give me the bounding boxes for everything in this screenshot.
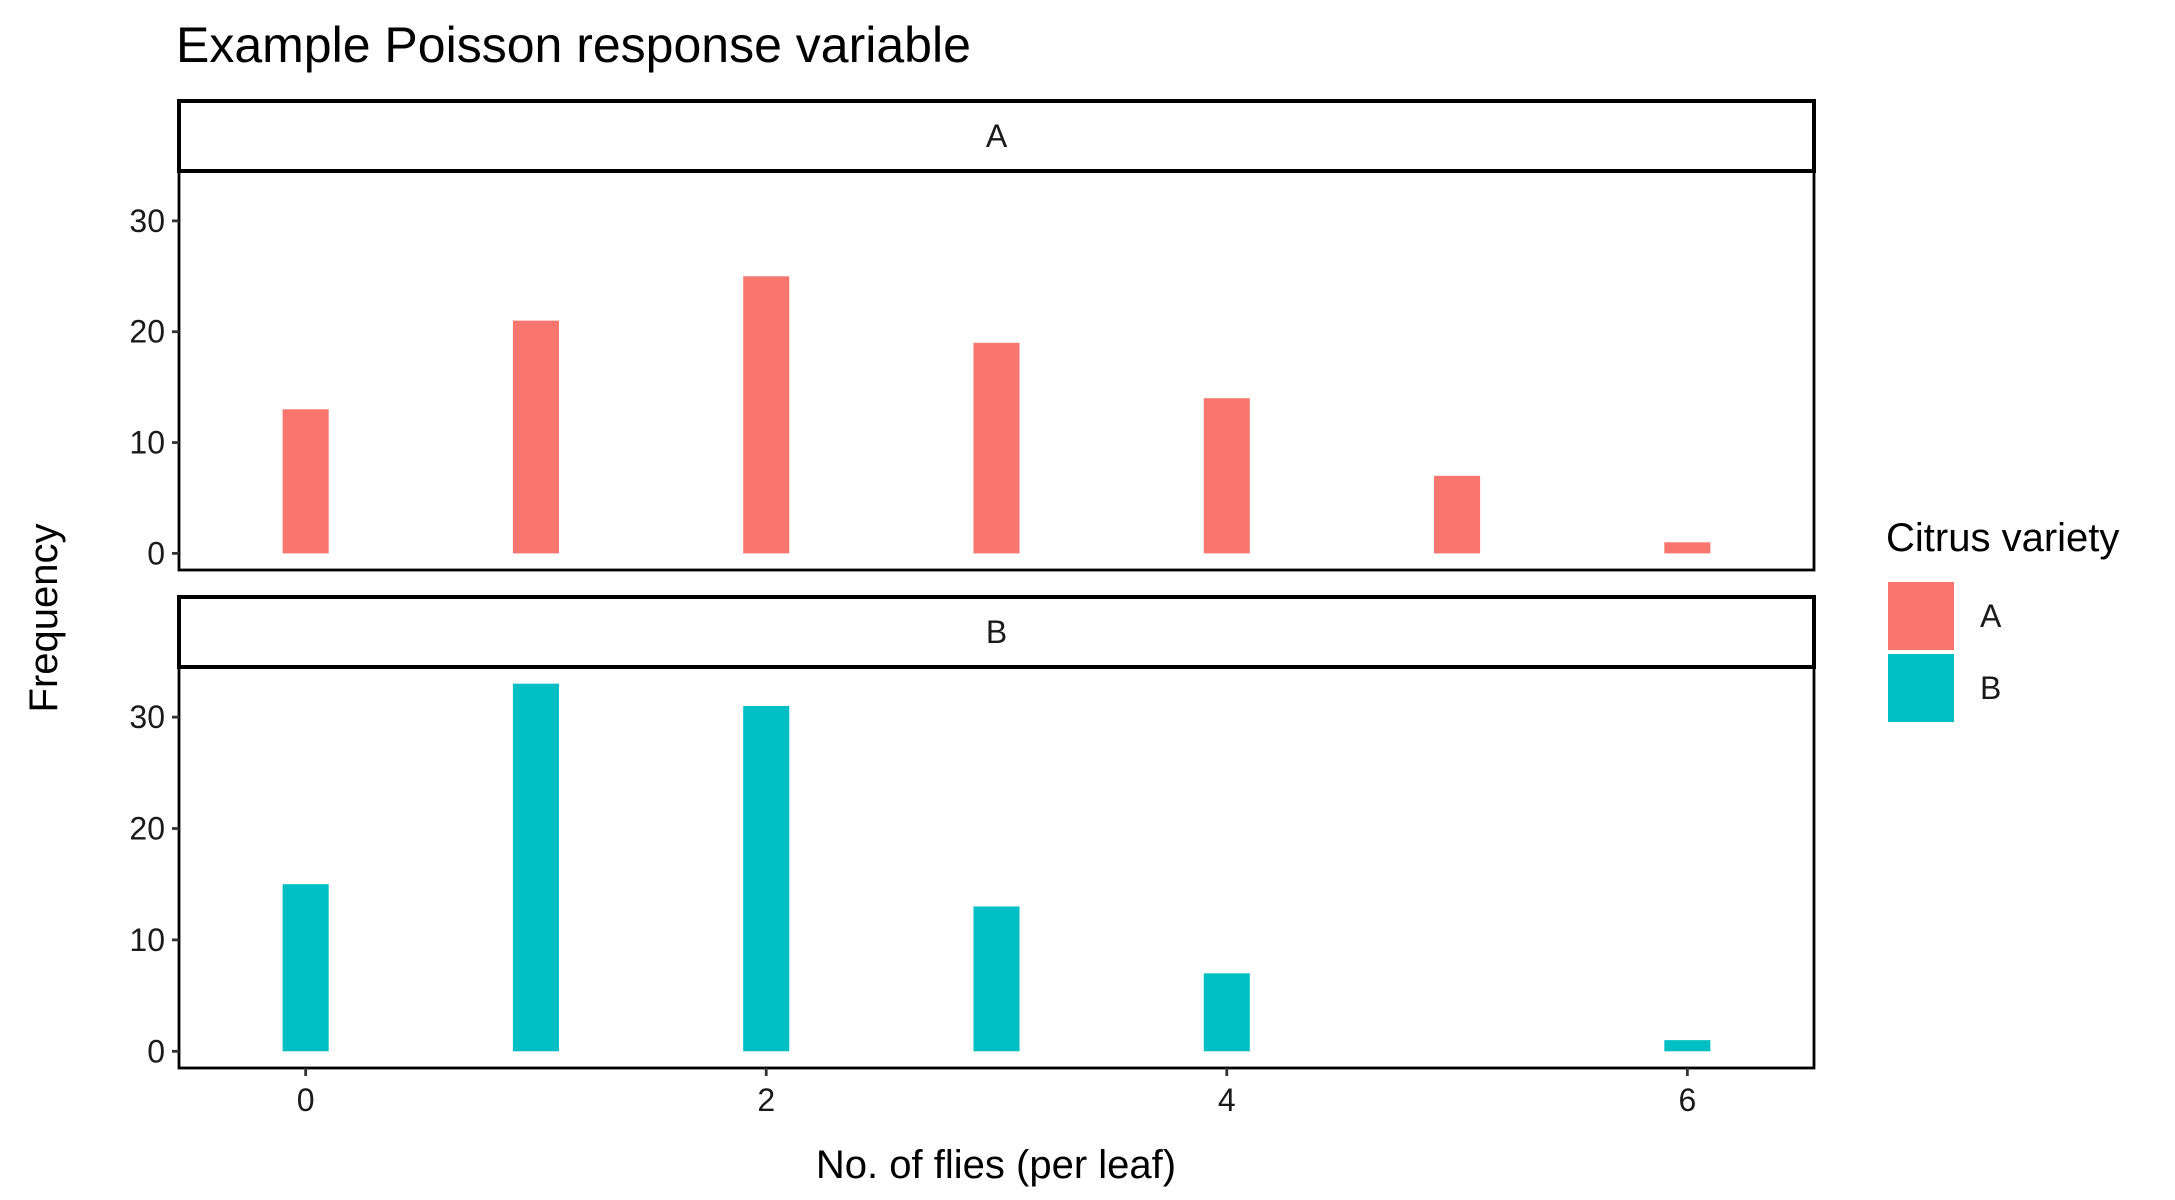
legend-key-a <box>1888 582 1954 650</box>
y-tick-label: 30 <box>129 699 165 735</box>
y-tick-label: 0 <box>147 535 165 571</box>
bar <box>1203 973 1250 1052</box>
facet-strip-label: A <box>986 118 1008 154</box>
legend-key-b <box>1888 654 1954 722</box>
bar <box>743 705 790 1052</box>
bar <box>282 884 329 1052</box>
y-tick-label: 0 <box>147 1033 165 1069</box>
x-tick-label: 6 <box>1678 1082 1696 1118</box>
x-axis-label: No. of flies (per leaf) <box>816 1143 1176 1187</box>
y-axis-label: Frequency <box>22 524 66 713</box>
bar <box>1664 1040 1711 1052</box>
x-tick-label: 4 <box>1218 1082 1236 1118</box>
legend-label-a: A <box>1980 598 2002 634</box>
y-tick-label: 30 <box>129 203 165 239</box>
bar <box>1434 475 1481 554</box>
y-tick-label: 20 <box>129 811 165 847</box>
chart-title: Example Poisson response variable <box>176 17 971 73</box>
facet-strip <box>177 99 1816 173</box>
legend-items: AB <box>1888 582 2002 722</box>
x-axis: 0 2 4 6 <box>297 1068 1696 1118</box>
bar <box>1203 398 1250 554</box>
panel-border <box>177 665 1816 1070</box>
panel-border <box>177 169 1816 572</box>
y-tick-label: 10 <box>129 922 165 958</box>
bar <box>743 276 790 554</box>
bar <box>973 342 1020 554</box>
x-tick-label: 0 <box>297 1082 315 1118</box>
facet-panels: A 0 10 20 30 B 0 10 20 30 <box>129 99 1816 1070</box>
facet-panel-b: B 0 10 20 30 <box>129 595 1816 1070</box>
y-tick-label: 20 <box>129 314 165 350</box>
bar <box>282 409 329 554</box>
bar <box>1664 542 1711 554</box>
facet-panel-a: A 0 10 20 30 <box>129 99 1816 572</box>
legend-title: Citrus variety <box>1886 516 2119 560</box>
x-tick-label: 2 <box>757 1082 775 1118</box>
facet-strip-label: B <box>986 614 1007 650</box>
legend-label-b: B <box>1980 670 2001 706</box>
bar <box>512 683 559 1052</box>
legend: Citrus variety AB <box>1886 516 2119 722</box>
y-tick-label: 10 <box>129 425 165 461</box>
bar <box>512 320 559 554</box>
bar <box>973 906 1020 1052</box>
